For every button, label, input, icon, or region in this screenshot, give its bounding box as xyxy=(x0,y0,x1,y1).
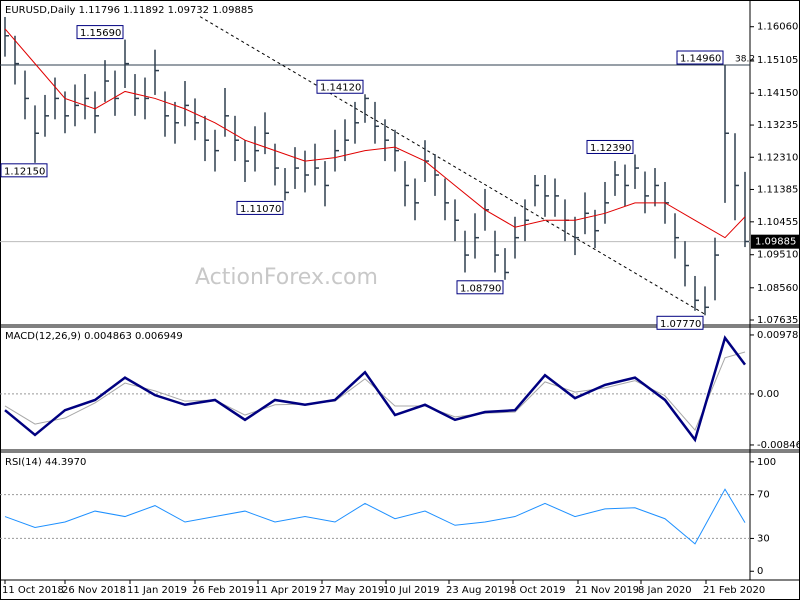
annotation-box xyxy=(316,79,364,94)
annotation-box xyxy=(456,280,504,295)
annotation-label: 1.12150 xyxy=(4,166,45,177)
y-tick-label: 1.07635 xyxy=(757,315,798,326)
y-tick-label: 70 xyxy=(757,490,770,501)
y-tick-label: -0.008464 xyxy=(757,440,800,451)
y-tick-label: 1.14150 xyxy=(757,88,798,99)
y-tick-label: 100 xyxy=(757,457,776,468)
annotation-label: 1.14960 xyxy=(680,54,721,65)
y-tick-label: 0.00 xyxy=(757,389,779,400)
moving-average xyxy=(4,28,746,239)
y-tick-label: 1.11385 xyxy=(757,184,798,195)
x-tick-label: 26 Nov 2018 xyxy=(62,585,126,596)
y-tick-label: 1.16060 xyxy=(757,22,798,33)
trendline xyxy=(199,16,706,315)
annotation-box xyxy=(76,25,124,40)
annotation-label: 1.12390 xyxy=(590,143,631,154)
rsi-line xyxy=(4,488,746,545)
x-tick-label: 11 Oct 2018 xyxy=(2,585,64,596)
y-tick-label: 1.13235 xyxy=(757,120,798,131)
annotation-label: 1.15690 xyxy=(80,28,121,39)
last-price-label: 1.09885 xyxy=(755,237,796,248)
annotation-box xyxy=(586,139,634,154)
x-tick-label: 8 Jan 2020 xyxy=(638,585,692,596)
x-tick-label: 21 Feb 2020 xyxy=(703,585,765,596)
y-tick-label: 1.15105 xyxy=(757,55,798,66)
annotation-box xyxy=(656,315,704,330)
macd-title: MACD(12,26,9) 0.004863 0.006949 xyxy=(5,331,183,342)
y-tick-label: 1.10455 xyxy=(757,217,798,228)
y-tick-label: 0 xyxy=(757,566,763,577)
x-tick-label: 27 May 2019 xyxy=(319,585,384,596)
rsi-title: RSI(14) 44.3970 xyxy=(5,457,86,468)
header: EURUSD,Daily 1.11796 1.11892 1.09732 1.0… xyxy=(5,5,254,16)
macd-main xyxy=(4,335,747,443)
x-tick-label: 26 Feb 2019 xyxy=(192,585,254,596)
annotation-label: 1.14120 xyxy=(320,83,361,94)
y-tick-label: 30 xyxy=(757,533,770,544)
x-tick-label: 11 Apr 2019 xyxy=(255,585,317,596)
annotation-box xyxy=(0,163,48,178)
x-tick-label: 23 Aug 2019 xyxy=(446,585,510,596)
y-tick-label: 1.12310 xyxy=(757,152,798,163)
x-tick-label: 10 Jul 2019 xyxy=(383,585,440,596)
last-price-box xyxy=(751,234,799,249)
watermark: ActionForex.com xyxy=(195,265,378,290)
y-tick-label: 0.00978 xyxy=(757,330,798,341)
y-tick-label: 1.08560 xyxy=(757,283,798,294)
x-tick-label: 11 Jan 2019 xyxy=(127,585,187,596)
x-tick-label: 21 Nov 2019 xyxy=(575,585,639,596)
y-tick-label: 1.09510 xyxy=(757,250,798,261)
annotation-box xyxy=(676,50,724,65)
annotation-label: 1.11070 xyxy=(240,204,281,215)
x-tick-label: 8 Oct 2019 xyxy=(510,585,565,596)
annotation-label: 1.08790 xyxy=(460,283,501,294)
level-label: 38.2 xyxy=(735,55,755,65)
annotation-label: 1.07770 xyxy=(660,319,701,330)
annotation-box xyxy=(236,200,284,215)
